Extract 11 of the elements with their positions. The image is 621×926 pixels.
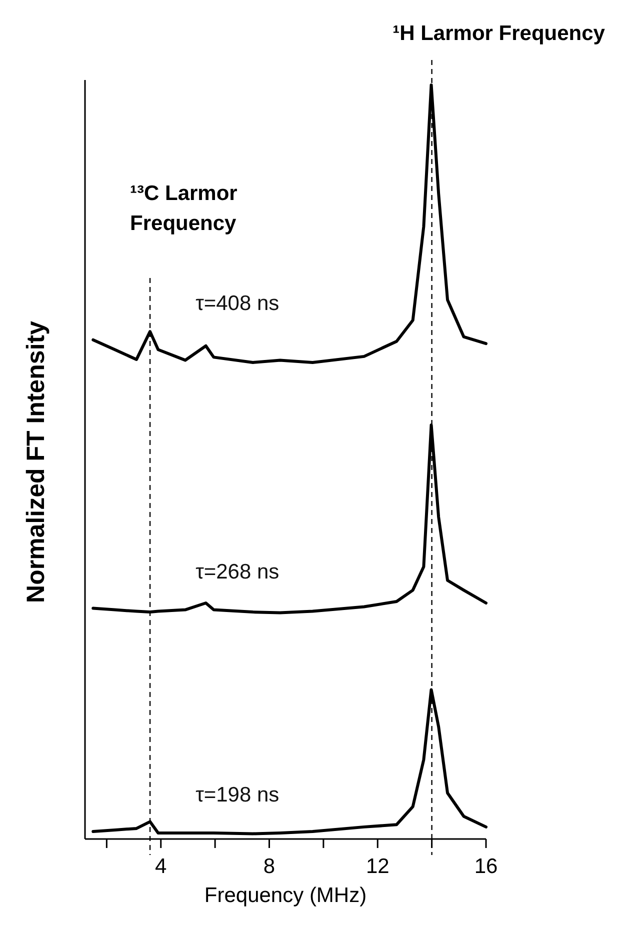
series-label: τ=408 ns (196, 292, 280, 315)
x-tick-label: 16 (474, 855, 498, 878)
x-tick-label: 8 (263, 855, 276, 878)
ref-line-label: ¹H Larmor Frequency (392, 22, 606, 45)
series-label: τ=198 ns (196, 783, 280, 806)
ref-line-label: ¹³C Larmor Frequency (130, 182, 238, 235)
x-tick-label: 4 (155, 855, 168, 878)
series-label: τ=268 ns (196, 560, 280, 584)
y-axis-title: Normalized FT Intensity (22, 320, 50, 603)
x-axis-title: Frequency (MHz) (204, 884, 367, 907)
x-tick-label: 12 (366, 855, 390, 878)
